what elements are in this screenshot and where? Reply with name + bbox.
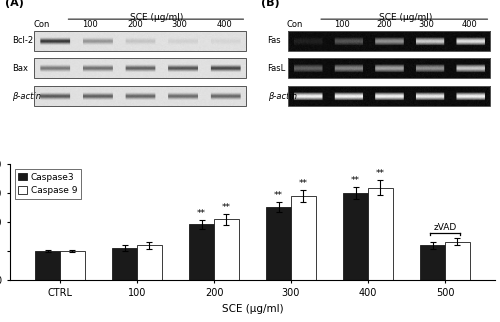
Bar (288, 58, 490, 78)
Text: FasL: FasL (268, 64, 286, 73)
Text: 200: 200 (376, 20, 392, 29)
Bar (190, 224, 214, 280)
Bar (420, 245, 445, 280)
Bar (36, 251, 60, 280)
Bar (344, 193, 368, 280)
Text: Fas: Fas (268, 36, 281, 45)
Bar (288, 31, 490, 51)
Text: zVAD: zVAD (434, 223, 456, 232)
Text: 400: 400 (216, 20, 232, 29)
Bar (291, 196, 316, 280)
Text: Bcl-2: Bcl-2 (12, 36, 34, 45)
Text: 100: 100 (334, 20, 349, 29)
Text: SCE (μg/ml): SCE (μg/ml) (378, 13, 432, 22)
Text: **: ** (222, 203, 231, 212)
Bar (34, 86, 246, 106)
Bar (445, 242, 469, 280)
Text: **: ** (351, 176, 360, 185)
Text: (A): (A) (5, 0, 24, 7)
Text: Bax: Bax (12, 64, 28, 73)
Legend: Caspase3, Caspase 9: Caspase3, Caspase 9 (14, 169, 81, 199)
Text: 200: 200 (127, 20, 142, 29)
Text: 300: 300 (418, 20, 434, 29)
Text: 400: 400 (462, 20, 477, 29)
Text: **: ** (376, 169, 385, 178)
Bar (368, 188, 392, 280)
Bar (214, 219, 238, 280)
Text: **: ** (274, 191, 283, 200)
Bar (137, 245, 162, 280)
Text: 300: 300 (172, 20, 188, 29)
Bar (266, 207, 291, 280)
Text: β-actin: β-actin (268, 91, 296, 100)
Text: Con: Con (287, 20, 304, 29)
Text: Con: Con (33, 20, 50, 29)
X-axis label: SCE (μg/ml): SCE (μg/ml) (222, 304, 284, 314)
Text: (B): (B) (260, 0, 280, 7)
Bar (60, 251, 84, 280)
Text: **: ** (197, 209, 206, 218)
Text: SCE (μg/ml): SCE (μg/ml) (130, 13, 184, 22)
Bar (112, 248, 137, 280)
Text: β-actin: β-actin (12, 91, 42, 100)
Bar (34, 31, 246, 51)
Bar (288, 86, 490, 106)
Text: 100: 100 (82, 20, 98, 29)
Text: **: ** (299, 179, 308, 188)
Bar (34, 58, 246, 78)
